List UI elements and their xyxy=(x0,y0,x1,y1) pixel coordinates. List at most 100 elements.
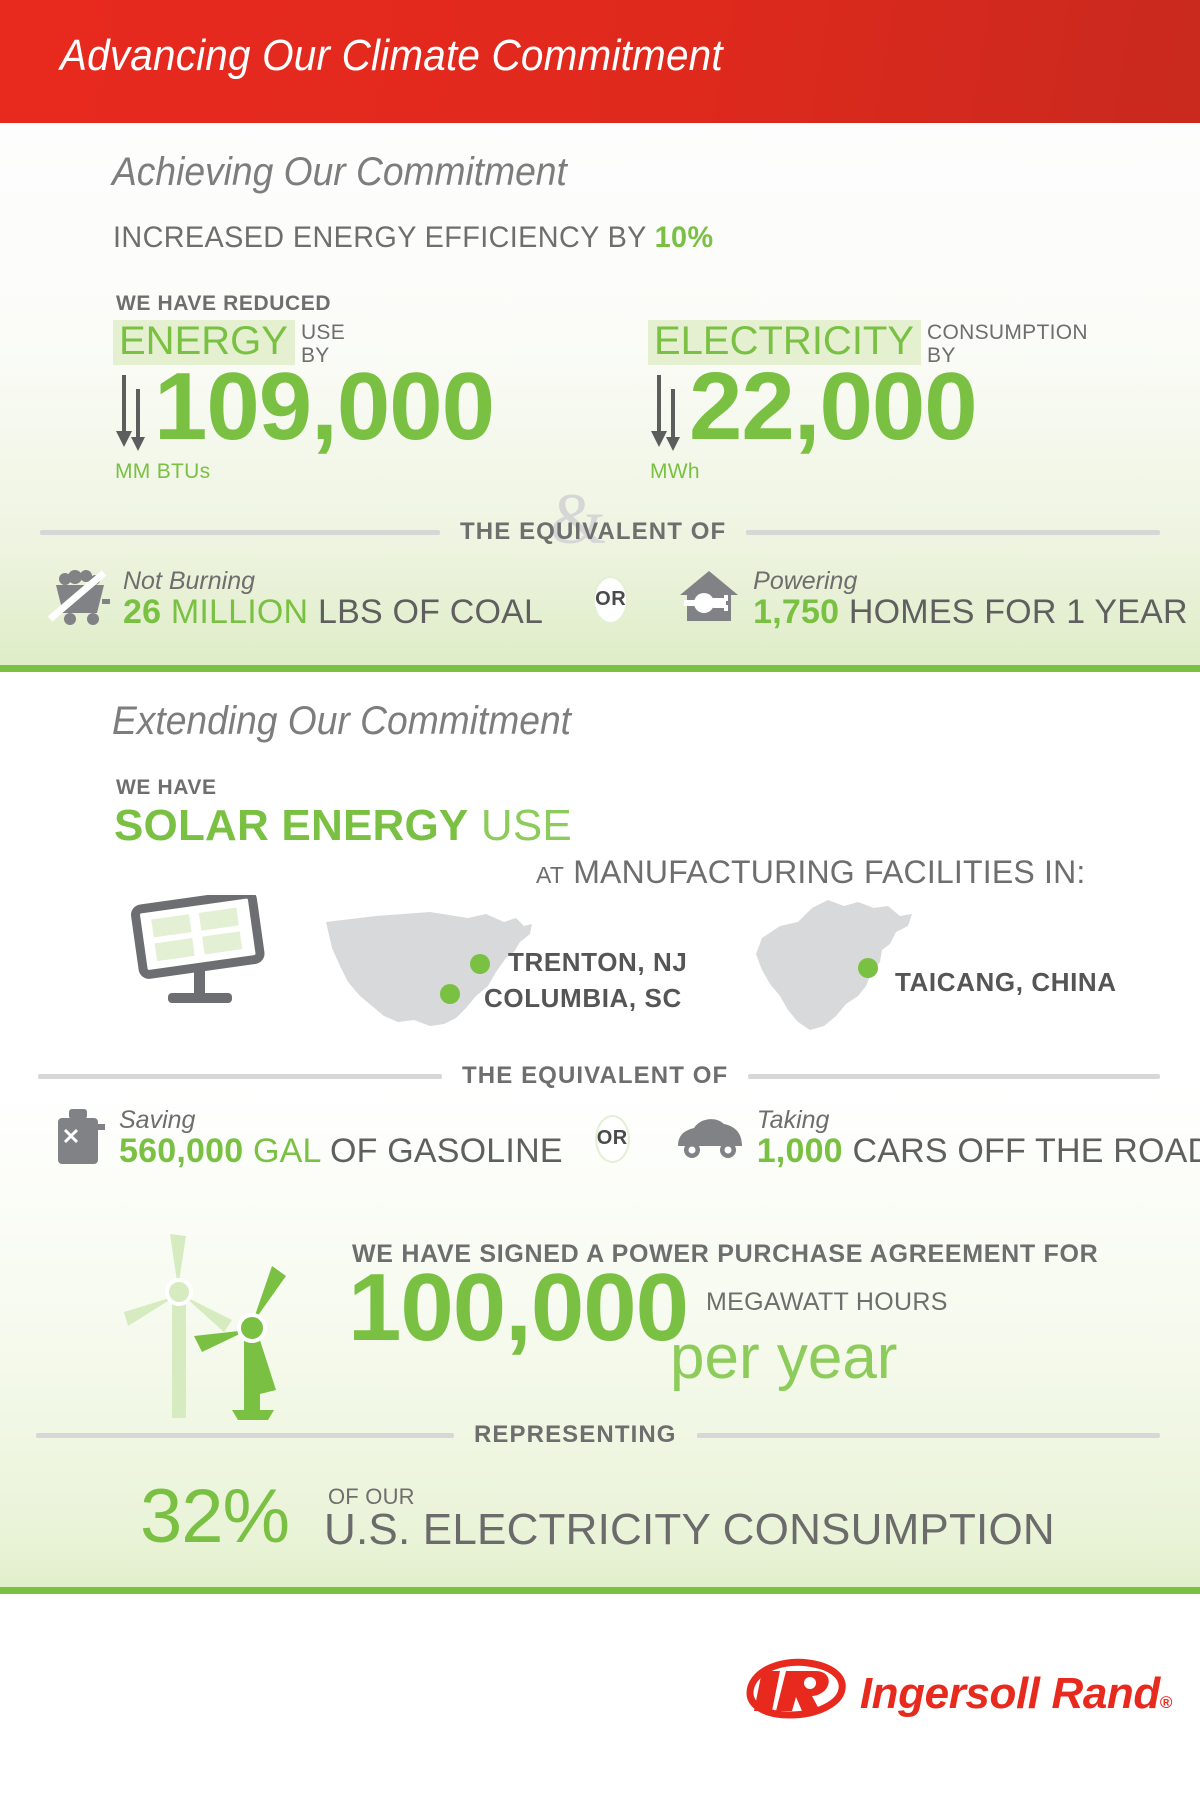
coal-rest: LBS OF COAL xyxy=(317,593,544,632)
efficiency-statement: INCREASED ENERGY EFFICIENCY BY 10% xyxy=(113,221,713,255)
we-have-label: WE HAVE xyxy=(116,776,217,799)
representing-label: REPRESENTING xyxy=(474,1421,677,1448)
gasoline-value-unit: GAL xyxy=(252,1132,321,1171)
stat-energy-number: 109,000 xyxy=(154,353,495,461)
divider-line-right xyxy=(748,1073,1160,1079)
solar-energy-bold: SOLAR ENERGY xyxy=(114,801,469,850)
divider-line-right xyxy=(696,1432,1160,1438)
equivalence-cars-top: Taking xyxy=(756,1106,830,1135)
solar-energy-use-line: SOLAR ENERGY USE xyxy=(114,801,572,851)
we-have-reduced-label: WE HAVE REDUCED xyxy=(116,292,332,315)
stat-electricity-unit: MWh xyxy=(650,460,700,484)
percent-description: U.S. ELECTRICITY CONSUMPTION xyxy=(324,1505,1055,1554)
equivalent-label-2: THE EQUIVALENT OF xyxy=(462,1062,729,1089)
divider-line-left xyxy=(36,1432,454,1438)
stat-energy-unit: MM BTUs xyxy=(115,460,211,484)
stat-energy-keyword: ENERGY xyxy=(113,320,295,365)
equivalence-gasoline-main: 560,000 GAL OF GASOLINE xyxy=(119,1134,563,1169)
down-arrow-icon xyxy=(113,373,153,458)
stat-energy-suffix-line1: USE xyxy=(300,321,346,344)
ir-monogram-icon xyxy=(732,1653,850,1734)
wind-turbine-icons xyxy=(120,1230,360,1425)
equivalence-coal-main: 26 MILLION LBS OF COAL xyxy=(123,595,543,630)
city-label-trenton: TRENTON, NJ xyxy=(508,947,688,977)
at-rest: MANUFACTURING FACILITIES IN: xyxy=(573,854,1086,890)
stat-energy-suffix: USE BY xyxy=(300,321,346,367)
equivalent-label: THE EQUIVALENT OF xyxy=(460,518,727,545)
ppa-number: 100,000 xyxy=(348,1254,689,1361)
solar-panel-icon xyxy=(128,889,272,1012)
wind-turbine-dark-icon xyxy=(194,1266,286,1420)
logo-registered-mark: ® xyxy=(1159,1692,1173,1712)
map-marker-trenton xyxy=(470,954,490,974)
equivalence-homes-text: Powering 1,750 HOMES FOR 1 YEAR xyxy=(753,569,1188,630)
section2-heading: Extending Our Commitment xyxy=(112,699,571,743)
or-badge-2: OR xyxy=(594,1114,630,1163)
stat-energy-suffix-line2: BY xyxy=(300,343,330,367)
gasoline-rest: OF GASOLINE xyxy=(330,1132,563,1171)
section1-heading: Achieving Our Commitment xyxy=(112,150,567,194)
equivalence-coal-top: Not Burning xyxy=(123,567,256,596)
footer: Ingersoll Rand® xyxy=(0,1601,1200,1799)
usa-map xyxy=(318,900,558,1045)
percent-value: 32% xyxy=(140,1474,290,1559)
efficiency-value: 10% xyxy=(654,221,714,254)
coal-cart-no-burn-icon xyxy=(46,569,112,630)
cars-rest: CARS OFF THE ROAD xyxy=(852,1132,1200,1171)
equivalence-homes-top: Powering xyxy=(753,567,858,596)
solar-use-light: USE xyxy=(480,801,572,850)
equivalence-cars-main: 1,000 CARS OFF THE ROAD xyxy=(757,1134,1200,1169)
divider-line-right xyxy=(746,529,1160,535)
equivalent-divider-2: THE EQUIVALENT OF xyxy=(38,1062,1160,1090)
equivalence-gasoline-top: Saving xyxy=(119,1106,196,1135)
city-label-columbia: COLUMBIA, SC xyxy=(484,983,682,1013)
representing-divider: REPRESENTING xyxy=(36,1421,1160,1449)
stat-electricity: ELECTRICITY CONSUMPTION BY 22,000 xyxy=(648,320,1088,484)
map-marker-columbia xyxy=(440,984,460,1004)
house-plug-icon xyxy=(676,569,742,630)
section-achieving-commitment: Achieving Our Commitment INCREASED ENERG… xyxy=(0,123,1200,672)
coal-value: 26 xyxy=(123,593,162,632)
logo-word-text: Ingersoll Rand xyxy=(859,1668,1160,1718)
equivalence-item-homes: Powering 1,750 HOMES FOR 1 YEAR xyxy=(676,569,1188,630)
at-prefix: AT xyxy=(536,862,565,888)
china-map xyxy=(740,892,930,1049)
header-banner: Advancing Our Climate Commitment xyxy=(0,0,1200,123)
equivalence-gasoline-text: Saving 560,000 GAL OF GASOLINE xyxy=(119,1108,563,1169)
efficiency-prefix: INCREASED ENERGY EFFICIENCY BY xyxy=(113,221,655,254)
stat-electricity-keyword: ELECTRICITY xyxy=(648,320,922,365)
ppa-per-year: per year xyxy=(670,1323,898,1392)
divider-line-left xyxy=(40,529,440,535)
city-label-taicang: TAICANG, CHINA xyxy=(895,967,1117,997)
at-manufacturing-line: AT MANUFACTURING FACILITIES IN: xyxy=(536,854,1086,891)
ingersoll-rand-logo: Ingersoll Rand® xyxy=(732,1653,1172,1734)
homes-value: 1,750 xyxy=(753,593,840,632)
stat-electricity-suffix-line1: CONSUMPTION xyxy=(927,321,1088,344)
gasoline-value: 560,000 xyxy=(119,1132,244,1171)
equivalence-homes-main: 1,750 HOMES FOR 1 YEAR xyxy=(753,595,1188,630)
equivalence-item-coal: Not Burning 26 MILLION LBS OF COAL xyxy=(46,569,543,630)
car-icon xyxy=(672,1112,746,1165)
page-title: Advancing Our Climate Commitment xyxy=(60,31,723,80)
or-badge: OR xyxy=(593,575,629,624)
coal-value-unit: MILLION xyxy=(170,593,309,632)
ampersand-separator: & xyxy=(550,479,607,559)
equivalence-item-cars: Taking 1,000 CARS OFF THE ROAD xyxy=(672,1108,1200,1169)
divider-line-left xyxy=(38,1073,442,1079)
equivalence-row-1: Not Burning 26 MILLION LBS OF COAL OR xyxy=(46,569,1188,630)
equivalence-cars-text: Taking 1,000 CARS OFF THE ROAD xyxy=(757,1108,1200,1169)
down-arrow-icon xyxy=(648,373,688,458)
map-marker-taicang xyxy=(858,958,878,978)
stat-energy: ENERGY USE BY 109,000 xyxy=(113,320,495,484)
ppa-unit: MEGAWATT HOURS xyxy=(706,1288,948,1316)
equivalent-divider-1: THE EQUIVALENT OF xyxy=(40,518,1160,546)
wind-turbine-light-icon xyxy=(124,1234,232,1418)
cars-value: 1,000 xyxy=(756,1132,843,1171)
ppa-headline: WE HAVE SIGNED A POWER PURCHASE AGREEMEN… xyxy=(352,1240,1099,1268)
equivalence-row-2: Saving 560,000 GAL OF GASOLINE OR xyxy=(52,1106,1200,1171)
equivalence-item-gasoline: Saving 560,000 GAL OF GASOLINE xyxy=(52,1106,563,1171)
homes-rest: HOMES FOR 1 YEAR xyxy=(848,593,1188,632)
percent-of-our: OF OUR xyxy=(328,1484,415,1509)
stat-electricity-suffix-line2: BY xyxy=(927,343,956,367)
